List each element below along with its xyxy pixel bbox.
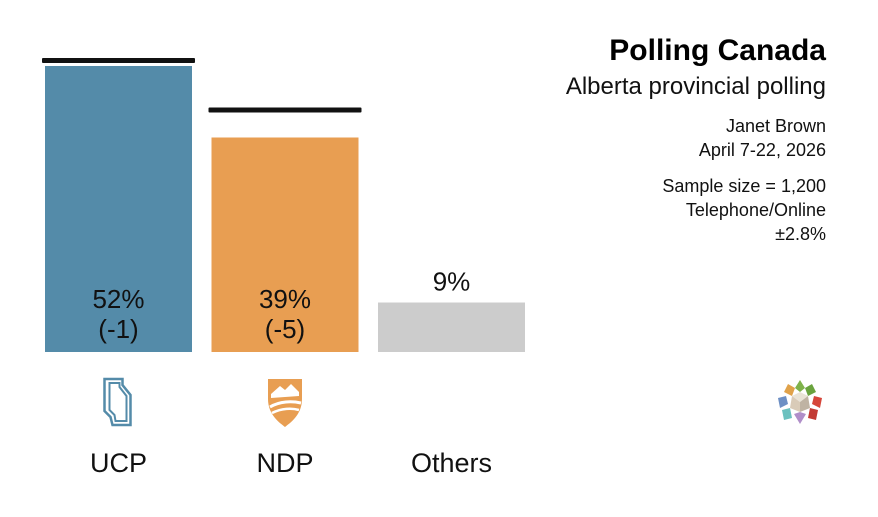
bar-ndp (211, 137, 359, 352)
bar-others (378, 302, 525, 352)
chart-subtitle: Alberta provincial polling (565, 73, 826, 100)
pollster-name: Janet Brown (725, 116, 826, 136)
polling-canada-logo-icon (778, 380, 822, 424)
previous-result-line-ucp (42, 58, 195, 63)
category-label-others: Others (411, 448, 492, 478)
category-label-ucp: UCP (90, 448, 147, 478)
category-label-ndp: NDP (256, 448, 313, 478)
poll-method: Telephone/Online (685, 200, 826, 220)
ndp-logo-icon (268, 379, 302, 427)
chart-info: Polling Canada Alberta provincial pollin… (406, 32, 826, 246)
margin-of-error: ±2.8% (775, 224, 826, 244)
value-label-ndp: 39% (259, 284, 311, 314)
ucp-logo-icon (103, 377, 132, 427)
previous-result-line-ndp (208, 107, 362, 113)
sample-size: Sample size = 1,200 (662, 176, 826, 196)
value-label-ucp: 52% (92, 284, 144, 314)
value-label-others: 9% (433, 267, 471, 297)
chart-title: Polling Canada (609, 34, 826, 67)
poll-dates: April 7-22, 2026 (698, 140, 826, 160)
change-label-ucp: (-1) (98, 314, 138, 344)
change-label-ndp: (-5) (265, 314, 305, 344)
bar-ucp (45, 66, 192, 352)
